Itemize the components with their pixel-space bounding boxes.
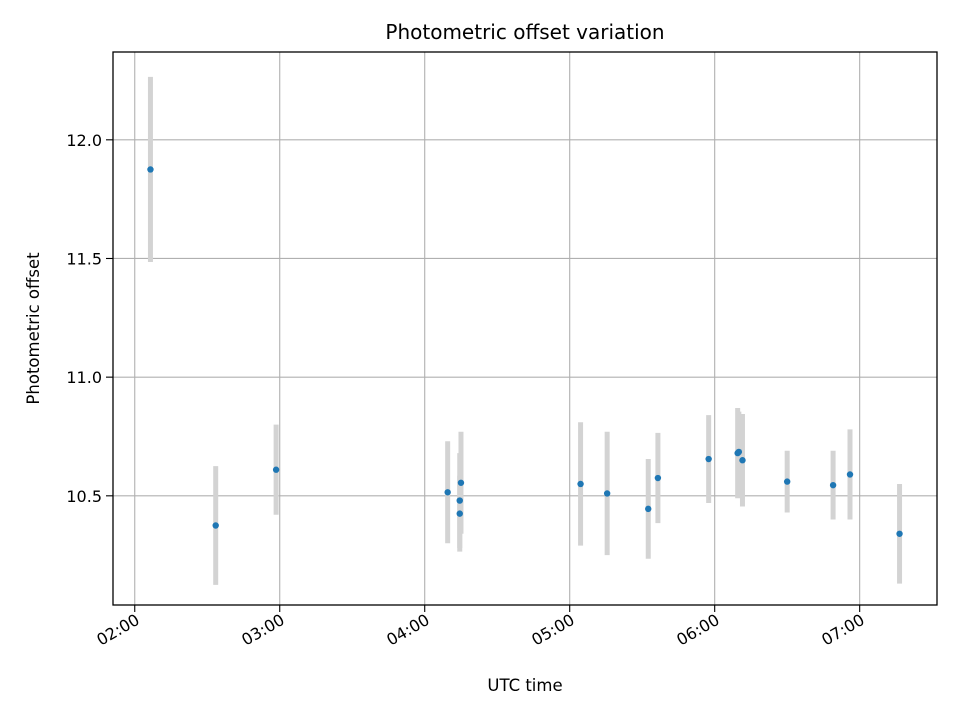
data-point (272, 466, 280, 473)
data-point (735, 448, 743, 456)
x-axis-label: UTC time (487, 676, 562, 695)
data-point (705, 455, 712, 463)
data-point (603, 490, 611, 497)
y-axis-label: Photometric offset (24, 252, 43, 405)
data-point (896, 530, 903, 537)
x-tick-label: 07:00 (818, 610, 867, 650)
grid (113, 52, 937, 605)
data-point (457, 479, 465, 486)
data-points (147, 166, 903, 537)
plot-frame (112, 51, 938, 606)
x-tick-label: 03:00 (238, 610, 287, 650)
y-tick-label: 10.5 (66, 487, 102, 506)
data-point (829, 481, 837, 489)
data-point (212, 522, 219, 529)
x-tick-label: 04:00 (383, 610, 432, 650)
data-point (783, 478, 791, 485)
data-point (456, 497, 463, 504)
data-point (645, 505, 652, 513)
error-bars (147, 76, 903, 585)
y-tick-label: 11.0 (66, 368, 102, 387)
x-tick-label: 05:00 (528, 610, 577, 650)
data-point (654, 474, 662, 482)
x-tick-label: 06:00 (673, 610, 722, 650)
y-tick-label: 12.0 (66, 131, 102, 150)
y-axis-ticks: 10.5 11.0 11.5 12.0 (66, 131, 113, 506)
x-tick-label: 02:00 (93, 610, 142, 650)
data-point (456, 510, 463, 517)
data-point (147, 166, 154, 173)
x-axis-ticks: 02:00 03:00 04:00 05:00 06:00 07:00 (93, 605, 868, 650)
y-tick-label: 11.5 (66, 249, 102, 268)
data-point (739, 457, 746, 464)
data-point (444, 489, 451, 496)
data-point (577, 480, 584, 488)
chart-title: Photometric offset variation (385, 20, 664, 44)
data-point (846, 471, 854, 478)
